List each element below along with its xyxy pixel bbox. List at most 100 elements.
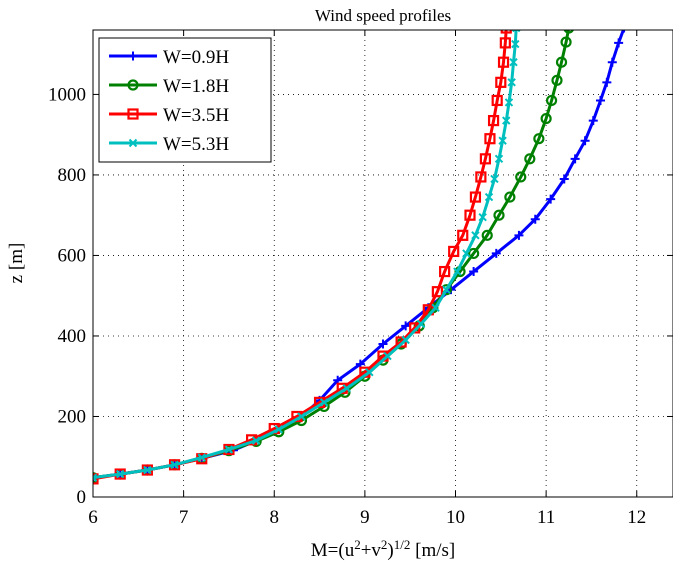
data-point-x	[453, 267, 462, 276]
data-point-x	[224, 445, 234, 454]
ticks: 6 7 8 9 10 11 12 0 200 400 600 800 1000	[48, 30, 673, 528]
data-point-square	[93, 473, 99, 485]
data-point-square	[497, 56, 510, 68]
x-axis-label: M=(u2+v2)1/2 [m/s]	[311, 537, 455, 562]
data-point-plus	[570, 154, 580, 164]
x-tick-label: 7	[179, 507, 189, 528]
data-point-circle	[493, 209, 505, 221]
legend-item: W=0.9H	[109, 47, 229, 68]
data-point-x	[494, 154, 504, 164]
data-point-circle	[545, 94, 558, 107]
data-point-circle	[481, 229, 493, 241]
data-point-x	[416, 319, 426, 329]
data-point-plus	[596, 95, 605, 105]
data-point-x	[478, 212, 487, 222]
data-point-plus	[602, 77, 612, 87]
data-point-plus	[378, 339, 388, 349]
data-point-x	[484, 192, 494, 202]
data-point-square	[487, 114, 500, 127]
data-point-square	[448, 245, 460, 258]
legend-label: W=0.9H	[163, 47, 229, 68]
data-point-plus	[401, 321, 411, 331]
data-point-square	[469, 191, 482, 203]
data-point-circle	[515, 171, 527, 183]
data-point-circle	[127, 79, 139, 91]
data-point-square	[475, 171, 487, 183]
legend-box	[98, 37, 272, 163]
y-tick-label: 600	[58, 245, 87, 266]
data-point-x	[170, 460, 179, 470]
data-point-x	[319, 398, 329, 407]
data-point-square	[499, 37, 511, 49]
y-tick-label: 200	[58, 406, 87, 427]
data-point-circle	[560, 36, 572, 48]
data-point-square	[457, 229, 469, 241]
data-point-x	[498, 136, 507, 145]
data-point-x	[383, 351, 392, 361]
data-point-circle	[524, 153, 536, 165]
y-tick-label: 0	[77, 487, 87, 508]
series-group	[93, 30, 626, 485]
y-tick-label: 800	[58, 165, 87, 186]
data-point-plus	[128, 51, 138, 61]
data-point-square	[500, 30, 512, 34]
data-point-x	[511, 39, 520, 49]
data-point-square	[479, 153, 492, 165]
data-point-square	[495, 76, 507, 88]
legend-label: W=1.8H	[163, 76, 229, 97]
data-point-circle	[540, 112, 552, 125]
data-point-x	[504, 98, 514, 107]
legend-label: W=3.5H	[163, 105, 229, 126]
data-point-x	[143, 465, 152, 475]
data-point-x	[251, 436, 261, 445]
chart-title: Wind speed profiles	[315, 6, 451, 25]
legend: W=0.9H W=1.8H W=3.5H W=5.3H	[98, 37, 272, 163]
data-point-x	[401, 335, 410, 345]
legend-item: W=5.3H	[109, 134, 229, 155]
data-point-plus	[559, 174, 569, 184]
data-point-circle	[468, 247, 480, 260]
data-point-square	[484, 133, 496, 145]
legend-item: W=1.8H	[109, 76, 229, 97]
legend-label: W=5.3H	[163, 134, 229, 155]
y-axis-label: z [m]	[6, 243, 27, 284]
data-point-plus	[530, 214, 540, 224]
data-point-plus	[469, 267, 479, 277]
x-axis-label-part: M=(u	[311, 540, 355, 561]
data-point-square	[439, 265, 451, 278]
grid	[93, 30, 673, 497]
x-tick-label: 8	[270, 507, 280, 528]
data-point-x	[502, 116, 511, 125]
x-tick-label: 10	[446, 507, 465, 528]
x-axis-label-unit: [m/s]	[410, 540, 455, 561]
plot-frame	[92, 29, 673, 498]
legend-item: W=3.5H	[109, 105, 229, 126]
data-point-x	[490, 174, 499, 184]
data-point-circle	[504, 191, 516, 203]
data-point-x	[431, 303, 440, 312]
data-point-x	[442, 285, 451, 294]
data-point-x	[462, 249, 471, 258]
data-point-x	[128, 138, 138, 148]
data-point-circle	[563, 30, 574, 34]
data-point-x	[115, 469, 125, 479]
x-axis-label-part: )	[387, 540, 393, 561]
x-tick-label: 9	[360, 507, 370, 528]
data-point-x	[197, 453, 206, 462]
data-point-x	[274, 425, 283, 434]
data-point-square	[464, 209, 476, 221]
data-point-plus	[546, 194, 556, 204]
data-point-x	[297, 412, 306, 421]
data-point-plus	[491, 248, 501, 258]
data-point-x	[507, 78, 516, 87]
x-tick-label: 6	[88, 507, 98, 528]
data-point-plus	[614, 38, 624, 48]
data-point-x	[365, 367, 374, 377]
data-point-plus	[580, 136, 590, 146]
x-axis-label-sup: 2	[381, 537, 388, 552]
data-point-plus	[588, 116, 598, 126]
data-point-square	[491, 94, 503, 107]
data-point-circle	[551, 74, 563, 86]
